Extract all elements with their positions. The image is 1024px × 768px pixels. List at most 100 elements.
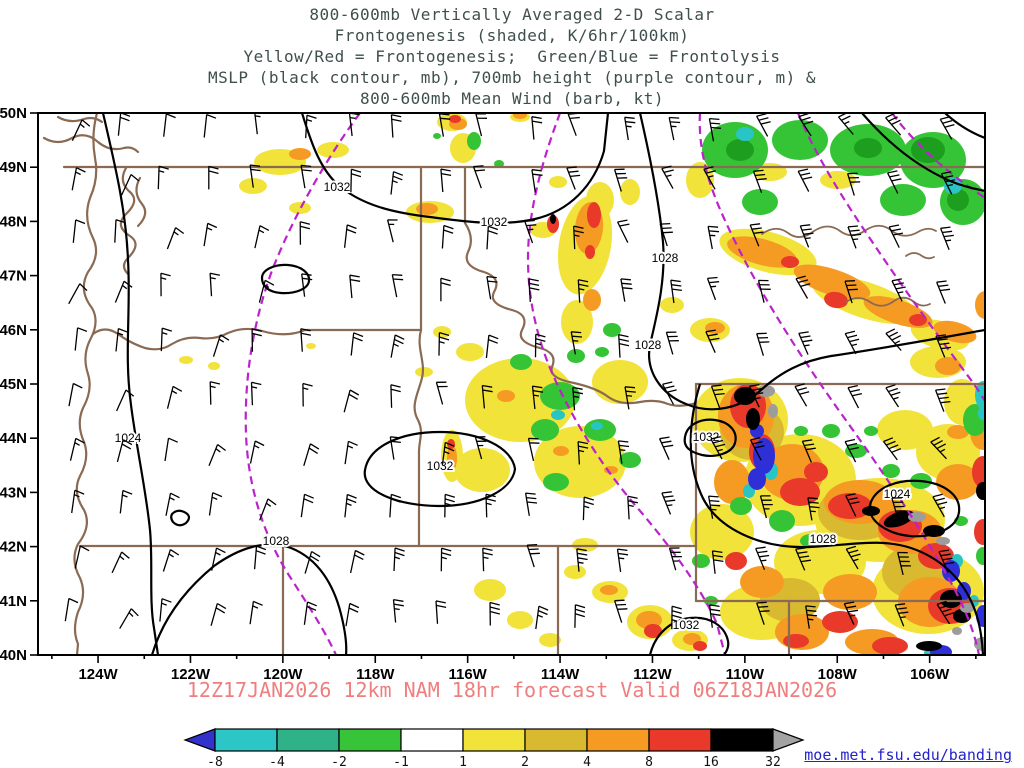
bc-coast-squiggle [42,134,140,154]
lat-axis-label: 40N [0,647,27,664]
shading-blob [553,446,569,456]
shading-blob [433,326,451,338]
shading-blob [864,426,878,436]
wind-barb [528,278,540,302]
shading-blob [947,189,969,211]
colorbar-segment [338,728,402,752]
wind-barb [845,493,860,517]
wind-barb [386,219,398,243]
shading-blob [768,404,778,418]
wind-barb [938,549,955,573]
shading-blob [947,425,969,439]
colorbar-segment [524,728,588,752]
height-contour [526,114,726,654]
wind-barb [934,388,951,412]
wind-barb [847,225,862,249]
mslp-contour [363,430,517,508]
wind-barb [435,381,448,405]
shading-blob [727,236,797,268]
shading-blob [595,347,609,357]
shading-blob [306,343,316,349]
colorbar-segment [462,728,526,752]
wind-barb [527,437,540,462]
mslp-contour [868,479,961,538]
wind-barb [627,495,639,520]
shading-blob [781,256,799,268]
colorbar-segment [400,728,464,752]
wind-barb [303,443,320,466]
wind-barb [577,440,589,465]
wind-barb [249,600,263,625]
map-frame-axes: 50N 49N 48N 47N 46N 45N 44N 43N 42N 41N 40N 124W 122… [0,105,986,683]
wind-barb [350,332,364,356]
colorbar-left-arrow [183,728,216,752]
shading-blob [507,611,533,629]
colorbar-tick-label: 4 [583,755,591,768]
wind-barb [755,546,770,570]
shading-blob [591,422,603,430]
shading-blob [975,291,984,319]
lat-axis-label: 41N [0,593,27,610]
colorbar-tick-label: -1 [393,755,409,768]
wind-barb [485,493,496,518]
lat-axis-label: 42N [0,539,27,556]
lat-axis-label: 47N [0,268,27,285]
wind-barb [526,544,540,568]
wind-barb [798,114,814,137]
wind-barb [441,224,454,249]
wind-barb [705,329,720,353]
mslp-contour [151,543,348,654]
wind-barb [939,226,954,250]
wind-barb [254,114,261,135]
wind-barb [844,280,858,304]
wind-barb [577,279,589,303]
wind-barb [69,437,85,461]
shading-blob [772,120,828,160]
wind-barb [440,277,451,302]
wind-barb [759,495,773,519]
wind-barb [163,114,176,137]
wind-barb [166,385,183,409]
wind-barb [844,438,860,463]
wind-barb [807,497,820,521]
colorbar: -8 -4 -2 -1 1 2 4 8 16 32 [183,728,805,768]
wind-barb [524,219,537,244]
wind-barb [254,225,270,249]
wind-barb [211,547,226,571]
wind-barb [670,279,682,304]
shading-blob [877,410,933,450]
wind-barb [250,381,262,406]
contour-label: 1032 [693,430,720,444]
site-link[interactable]: moe.met.fsu.edu/banding [804,746,1012,764]
shading-blob [794,426,808,436]
wind-barb [485,334,499,359]
wind-barb [390,171,404,195]
wind-barb [756,601,770,625]
forecast-caption: 12Z17JAN2026 12km NAM 18hr forecast Vali… [186,678,838,702]
shading-blob [539,633,561,647]
wind-barb [707,225,720,250]
shading-blob [742,189,778,215]
colorbar-tick-label: 32 [765,755,781,768]
contour-label: 1032 [427,459,454,473]
shading-blob [740,566,784,598]
shading-blob [978,406,984,420]
wind-barb [251,328,262,352]
shading-blob [644,624,662,638]
shading-blob [974,519,984,545]
border-wa-or [91,327,423,351]
wind-barb [613,599,628,623]
pacific-coastline [73,114,98,654]
shading-blob [976,482,984,500]
contour-label: 1032 [673,618,700,632]
shading-blob [289,202,311,214]
wind-barb [838,114,854,135]
wind-barb [164,437,178,462]
wind-barb [624,386,636,410]
wind-barb [706,276,720,301]
shading-blob [823,574,877,610]
shading-blob [908,512,926,522]
wind-barb [885,384,901,408]
wind-barb [119,608,139,629]
wind-barb [203,114,217,138]
